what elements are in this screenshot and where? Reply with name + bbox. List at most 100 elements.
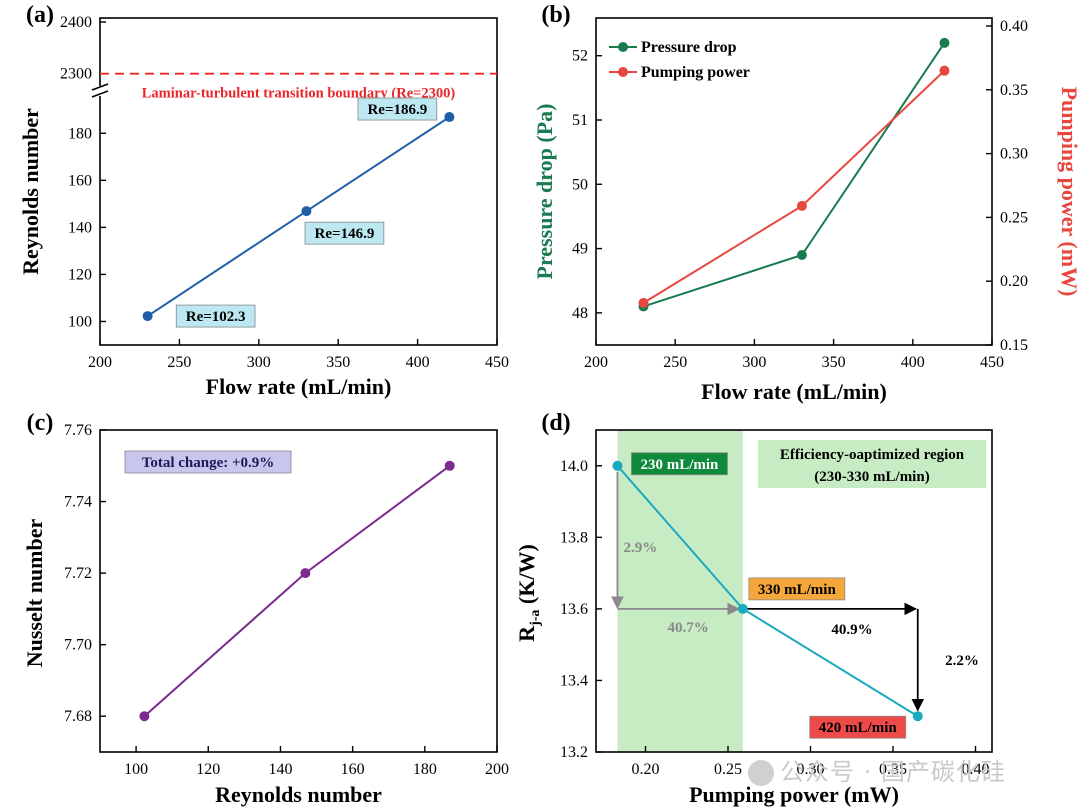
panel-d-region-label: (230-330 mL/min) <box>814 469 929 485</box>
panel-a-frame <box>99 17 498 346</box>
panel-c-y-tick-label: 7.72 <box>64 565 92 582</box>
panel-d-y-tick-label: 13.4 <box>560 672 588 689</box>
panel-c-series-line <box>143 464 451 717</box>
panel-b-y-right-tick-label: 0.30 <box>1000 146 1028 163</box>
panel-d-point-label: 330 mL/min <box>758 582 837 598</box>
panel-c-frame <box>99 429 498 753</box>
panel-c-y-tick-label: 7.68 <box>64 708 92 725</box>
panel-a-axis-break-mark <box>91 90 109 98</box>
panel-b-label: (b) <box>541 2 570 28</box>
panel-d-ylabel-unit: (K/W) <box>514 544 539 609</box>
panel-c-x-tick-label: 100 <box>124 761 148 778</box>
panel-b-x-tick-label: 250 <box>663 354 687 371</box>
panel-a-y-upper-tick-label: 2400 <box>60 14 92 31</box>
panel-b-y-right-tick-label: 0.40 <box>1000 18 1028 35</box>
panel-c-y-tick-label: 7.70 <box>64 637 92 654</box>
panel-a-point-label-box <box>304 221 385 245</box>
panel-a-y-tick-label: 120 <box>68 266 92 283</box>
panel-c-x-tick-label: 200 <box>485 761 509 778</box>
panel-b-x-tick-label: 400 <box>901 354 925 371</box>
panel-a-point-label: Re=146.9 <box>315 226 375 242</box>
panel-c-x-tick-label: 140 <box>268 761 292 778</box>
panel-c-ylabel: Nusselt number <box>22 519 47 668</box>
panel-d-point-label-box <box>631 452 728 476</box>
panel-a-point-label: Re=102.3 <box>186 309 246 325</box>
panel-b-point-1 <box>638 297 649 308</box>
panel-d-x-tick-label: 0.35 <box>879 761 907 778</box>
panel-b-x-tick-label: 350 <box>822 354 846 371</box>
panel-d-x-tick-label: 0.30 <box>797 761 825 778</box>
panel-b-ylabel-left: Pressure drop (Pa) <box>532 104 557 280</box>
panel-b-point-1 <box>796 200 807 211</box>
panel-b-x-tick-label: 300 <box>742 354 766 371</box>
panel-b-series-line-0 <box>643 42 946 308</box>
panel-b-legend-label: Pumping power <box>641 64 750 81</box>
panel-b-y-left-tick-label: 52 <box>572 48 588 65</box>
panel-d-annotation: 40.7% <box>668 620 709 636</box>
panel-d-x-tick-label: 0.25 <box>714 761 742 778</box>
panel-b-ylabel-right: Pumping power (mW) <box>1057 87 1080 297</box>
panel-d-xlabel: Pumping power (mW) <box>689 782 899 807</box>
panel-b-legend-label: Pressure drop <box>641 39 737 56</box>
panel-b-y-right-tick-label: 0.15 <box>1000 337 1028 354</box>
panel-d-x-tick-label: 0.20 <box>632 761 660 778</box>
panel-a-xlabel: Flow rate (mL/min) <box>206 374 392 399</box>
panel-c-y-tick-label: 7.74 <box>64 494 92 511</box>
panel-d-annotation: 40.9% <box>831 622 872 638</box>
panel-c-point <box>139 711 150 722</box>
panel-d-point-label-box <box>809 715 907 739</box>
panel-b-point-1 <box>939 65 950 76</box>
panel-b-point-0 <box>939 37 950 48</box>
panel-a-y-upper-tick-label: 2300 <box>60 66 92 83</box>
watermark: 公众号 · 国产碳化硅 <box>748 752 1006 787</box>
panel-b-y-right-tick-label: 0.25 <box>1000 209 1028 226</box>
panel-a-point-label-box <box>175 304 256 328</box>
panel-b-y-left-tick-label: 51 <box>572 112 588 129</box>
panel-a-point <box>301 206 312 217</box>
panel-c-point <box>300 568 311 579</box>
panel-a-y-tick-label: 100 <box>68 313 92 330</box>
panel-d-point <box>612 460 623 471</box>
panel-b-y-left-tick-label: 49 <box>572 241 588 258</box>
panel-b-y-left-tick-label: 50 <box>572 176 588 193</box>
panel-d-ylabel: Rj-a (K/W) <box>514 544 543 642</box>
panel-d-y-tick-label: 13.2 <box>560 744 588 761</box>
panel-c-xlabel: Reynolds number <box>215 782 382 807</box>
panel-b-x-tick-label: 200 <box>584 354 608 371</box>
panel-d-point <box>737 603 748 614</box>
panel-a-point <box>142 311 153 322</box>
panel-c-point <box>444 460 455 471</box>
panel-b-point-0 <box>796 250 807 260</box>
panel-a-axis-break-gap <box>94 86 106 96</box>
panel-c-annotation-box <box>124 450 292 474</box>
panel-a-axis-break-mark <box>91 83 109 91</box>
panel-c-y-tick-label: 7.76 <box>64 422 92 439</box>
panel-a-label: (a) <box>26 2 54 28</box>
panel-d-point-label: 230 mL/min <box>640 457 719 473</box>
panel-b-legend-marker <box>618 42 628 52</box>
panel-d-ylabel-sub: j-a <box>528 610 543 627</box>
panel-c-label: (c) <box>27 410 54 436</box>
wechat-logo-icon <box>748 760 774 786</box>
panel-c-annotation: Total change: +0.9% <box>142 455 275 471</box>
panel-d-y-tick-label: 13.8 <box>560 529 588 546</box>
panel-d-annotation: 2.2% <box>945 653 979 669</box>
panel-a-x-tick-label: 400 <box>406 354 430 371</box>
panel-d-point-label-box <box>748 577 846 601</box>
panel-a-x-tick-label: 300 <box>247 354 271 371</box>
panel-a-series-line <box>147 116 450 317</box>
panel-a-point-label: Re=186.9 <box>367 102 427 118</box>
panel-b-y-right-tick-label: 0.35 <box>1000 82 1028 99</box>
panel-a-point-label-box <box>357 97 438 121</box>
panel-c-x-tick-label: 160 <box>341 761 365 778</box>
panel-d-point <box>912 711 923 722</box>
panel-d-y-tick-label: 14.0 <box>560 458 588 475</box>
panel-d-point-label: 420 mL/min <box>819 720 898 736</box>
panel-a-x-tick-label: 350 <box>326 354 350 371</box>
watermark-text: 公众号 · 国产碳化硅 <box>780 758 1006 786</box>
panel-a-x-tick-label: 200 <box>88 354 112 371</box>
panel-a-y-tick-label: 180 <box>68 125 92 142</box>
panel-d-y-tick-label: 13.6 <box>560 601 588 618</box>
panel-b-xlabel: Flow rate (mL/min) <box>701 379 887 404</box>
